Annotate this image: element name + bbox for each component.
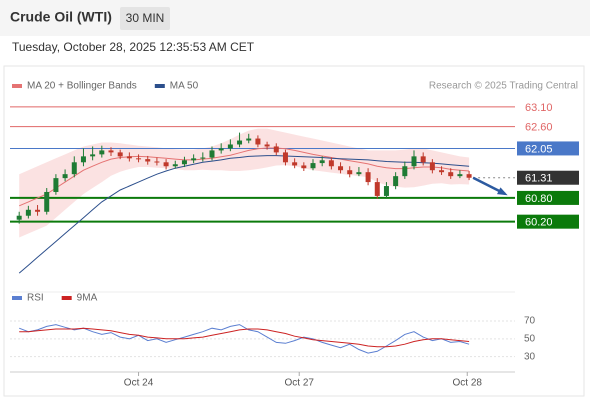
- y-tick-label: 30: [524, 351, 536, 362]
- legend-label: MA 50: [170, 81, 199, 92]
- indicator-line: [19, 327, 470, 348]
- timestamp: Tuesday, October 28, 2025 12:35:53 AM CE…: [12, 40, 255, 54]
- candle-body: [136, 158, 142, 160]
- candle-body: [338, 166, 344, 171]
- candle-body: [71, 162, 77, 175]
- candle-body: [328, 160, 334, 167]
- candle-body: [117, 152, 123, 157]
- candle-body: [457, 174, 463, 177]
- candle-body: [466, 174, 472, 178]
- candle-body: [255, 138, 261, 145]
- header-bar: [0, 0, 590, 36]
- y-tick-label: 50: [524, 333, 536, 344]
- legend-label: RSI: [27, 293, 44, 304]
- candle-body: [99, 150, 105, 155]
- candle-body: [420, 156, 426, 163]
- candle-body: [429, 162, 435, 171]
- candle-body: [90, 154, 96, 157]
- candle-body: [237, 140, 243, 145]
- candle-body: [126, 156, 132, 159]
- candle-body: [209, 150, 215, 158]
- y-tick-label: 70: [524, 316, 536, 327]
- candle-body: [16, 215, 22, 220]
- candle-body: [319, 160, 325, 164]
- candle-body: [191, 158, 197, 161]
- candle-body: [448, 172, 454, 177]
- legend-swatch: [12, 84, 22, 88]
- ma-line: [18, 155, 470, 274]
- candle-body: [310, 163, 316, 169]
- level-label-box: [517, 214, 579, 229]
- level-label: 61.31: [525, 173, 553, 185]
- chart-title: Crude Oil (WTI): [10, 9, 112, 25]
- x-tick-label: Oct 24: [124, 378, 154, 389]
- candle-body: [374, 182, 380, 196]
- candle-body: [108, 150, 114, 153]
- level-label: 60.80: [525, 193, 553, 205]
- indicator-line: [19, 324, 470, 354]
- x-tick-label: Oct 27: [284, 378, 314, 389]
- forecast-arrowhead: [497, 187, 508, 196]
- candle-body: [383, 186, 389, 196]
- timeframe-badge: [120, 7, 170, 30]
- candle-body: [292, 162, 298, 166]
- candle-body: [356, 172, 362, 175]
- level-label-box: [517, 190, 579, 205]
- candle-body: [25, 209, 31, 216]
- candle-body: [301, 165, 307, 169]
- candle-body: [246, 138, 252, 141]
- candle-body: [35, 209, 41, 212]
- candle-body: [393, 176, 399, 187]
- legend-swatch: [61, 296, 72, 300]
- candle-body: [44, 191, 50, 212]
- source: Research © 2025 Trading Central: [429, 81, 578, 92]
- candle-body: [172, 164, 178, 167]
- candle-body: [402, 166, 408, 177]
- candle-body: [62, 174, 68, 179]
- candle-body: [439, 170, 445, 173]
- level-label-box: [517, 141, 579, 156]
- candle-body: [264, 144, 270, 147]
- candle-body: [411, 156, 417, 167]
- legend-swatch: [12, 296, 22, 300]
- candle-body: [273, 146, 279, 153]
- timeframe: 30 MIN: [126, 11, 165, 25]
- level-label-box: [517, 170, 579, 185]
- candle-body: [282, 152, 288, 163]
- candle-body: [154, 161, 160, 163]
- candle-body: [200, 157, 206, 159]
- legend-label: 9MA: [77, 293, 98, 304]
- level-label: 62.05: [525, 143, 553, 155]
- candle-body: [347, 170, 353, 175]
- candle-body: [53, 178, 59, 192]
- x-tick-label: Oct 28: [453, 378, 483, 389]
- candle-body: [365, 172, 371, 183]
- level-label: 63.10: [525, 102, 553, 114]
- candle-body: [218, 148, 224, 151]
- legend-label: MA 20 + Bollinger Bands: [27, 81, 137, 92]
- candle-body: [145, 159, 151, 162]
- bollinger-band: [19, 128, 470, 238]
- ma-line: [19, 147, 470, 207]
- candle-body: [163, 162, 169, 167]
- candle-body: [80, 156, 86, 163]
- chart-frame: [3, 65, 585, 397]
- level-label: 60.20: [525, 217, 553, 229]
- candle-body: [227, 144, 233, 149]
- candle-body: [181, 160, 187, 165]
- level-label: 62.60: [525, 122, 553, 134]
- legend-swatch: [154, 84, 165, 88]
